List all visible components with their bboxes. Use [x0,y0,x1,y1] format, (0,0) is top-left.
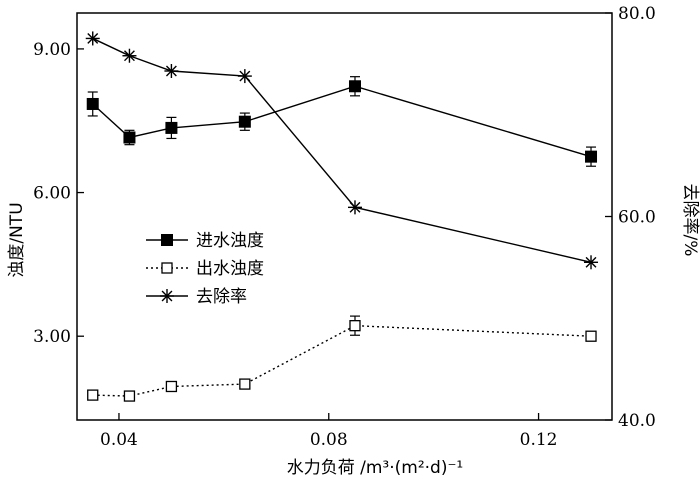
marker-stroke [585,256,597,268]
series-2 [87,315,597,402]
plot-border [76,12,613,421]
data-point [122,48,137,63]
series-line [92,37,592,263]
marker-stroke [124,50,135,62]
x-tick-label: 0.04 [100,430,138,450]
data-point [347,200,362,215]
plot-frame [76,12,613,421]
marker-stroke [161,290,173,302]
marker-stroke [239,70,251,82]
y-tick-label: 9.00 [33,40,71,60]
x-tick-label: 0.08 [310,430,348,450]
data-point [585,330,597,342]
data-point [87,389,99,401]
data-point [165,121,178,134]
marker-stroke [87,32,99,44]
legend-label: 出水浊度 [196,259,264,279]
y-tick-label: 3.00 [33,327,71,347]
legend-item: 进水浊度 [146,231,264,251]
data-point [584,255,599,270]
data-point [164,63,179,78]
series-line [92,85,592,158]
legend-label: 进水浊度 [196,231,264,251]
marker-stroke [165,65,177,77]
y-axis-title: 浊度/NTU [7,202,27,277]
y-axis-right: 40.0 60.0 80.0 [605,4,656,431]
y2-tick-label: 80.0 [618,4,656,24]
y2-axis-title: 去除率/% [680,184,700,257]
data-point [165,380,178,393]
data-point [239,378,251,390]
y2-tick-label: 40.0 [618,411,656,431]
legend-item: 出水浊度 [146,259,264,279]
data-point [237,69,252,84]
legend-marker [161,262,173,274]
data-point [86,97,99,110]
data-point [585,150,598,163]
legend-label: 去除率 [196,287,247,307]
x-axis: 0.04 0.08 0.12 [100,413,557,450]
data-point [123,390,136,402]
data-point [348,80,361,93]
x-axis-title: 水力负荷 /m³·(m²·d)⁻¹ [287,458,464,478]
data-point [85,31,100,46]
y-axis-left: 3.00 6.00 9.00 [33,40,84,347]
data-point [349,320,361,332]
y-tick-label: 6.00 [33,184,71,204]
x-tick-label: 0.12 [520,430,558,450]
legend-marker [161,234,173,246]
y2-tick-label: 60.0 [618,208,656,228]
series-3 [85,31,599,270]
data-point [123,131,136,144]
legend-item: 去除率 [146,287,247,307]
series-layer [85,31,599,402]
series-1 [86,76,598,167]
legend-marker [160,289,174,303]
marker-stroke [349,201,361,213]
series-line [92,324,592,397]
data-point [238,115,251,128]
